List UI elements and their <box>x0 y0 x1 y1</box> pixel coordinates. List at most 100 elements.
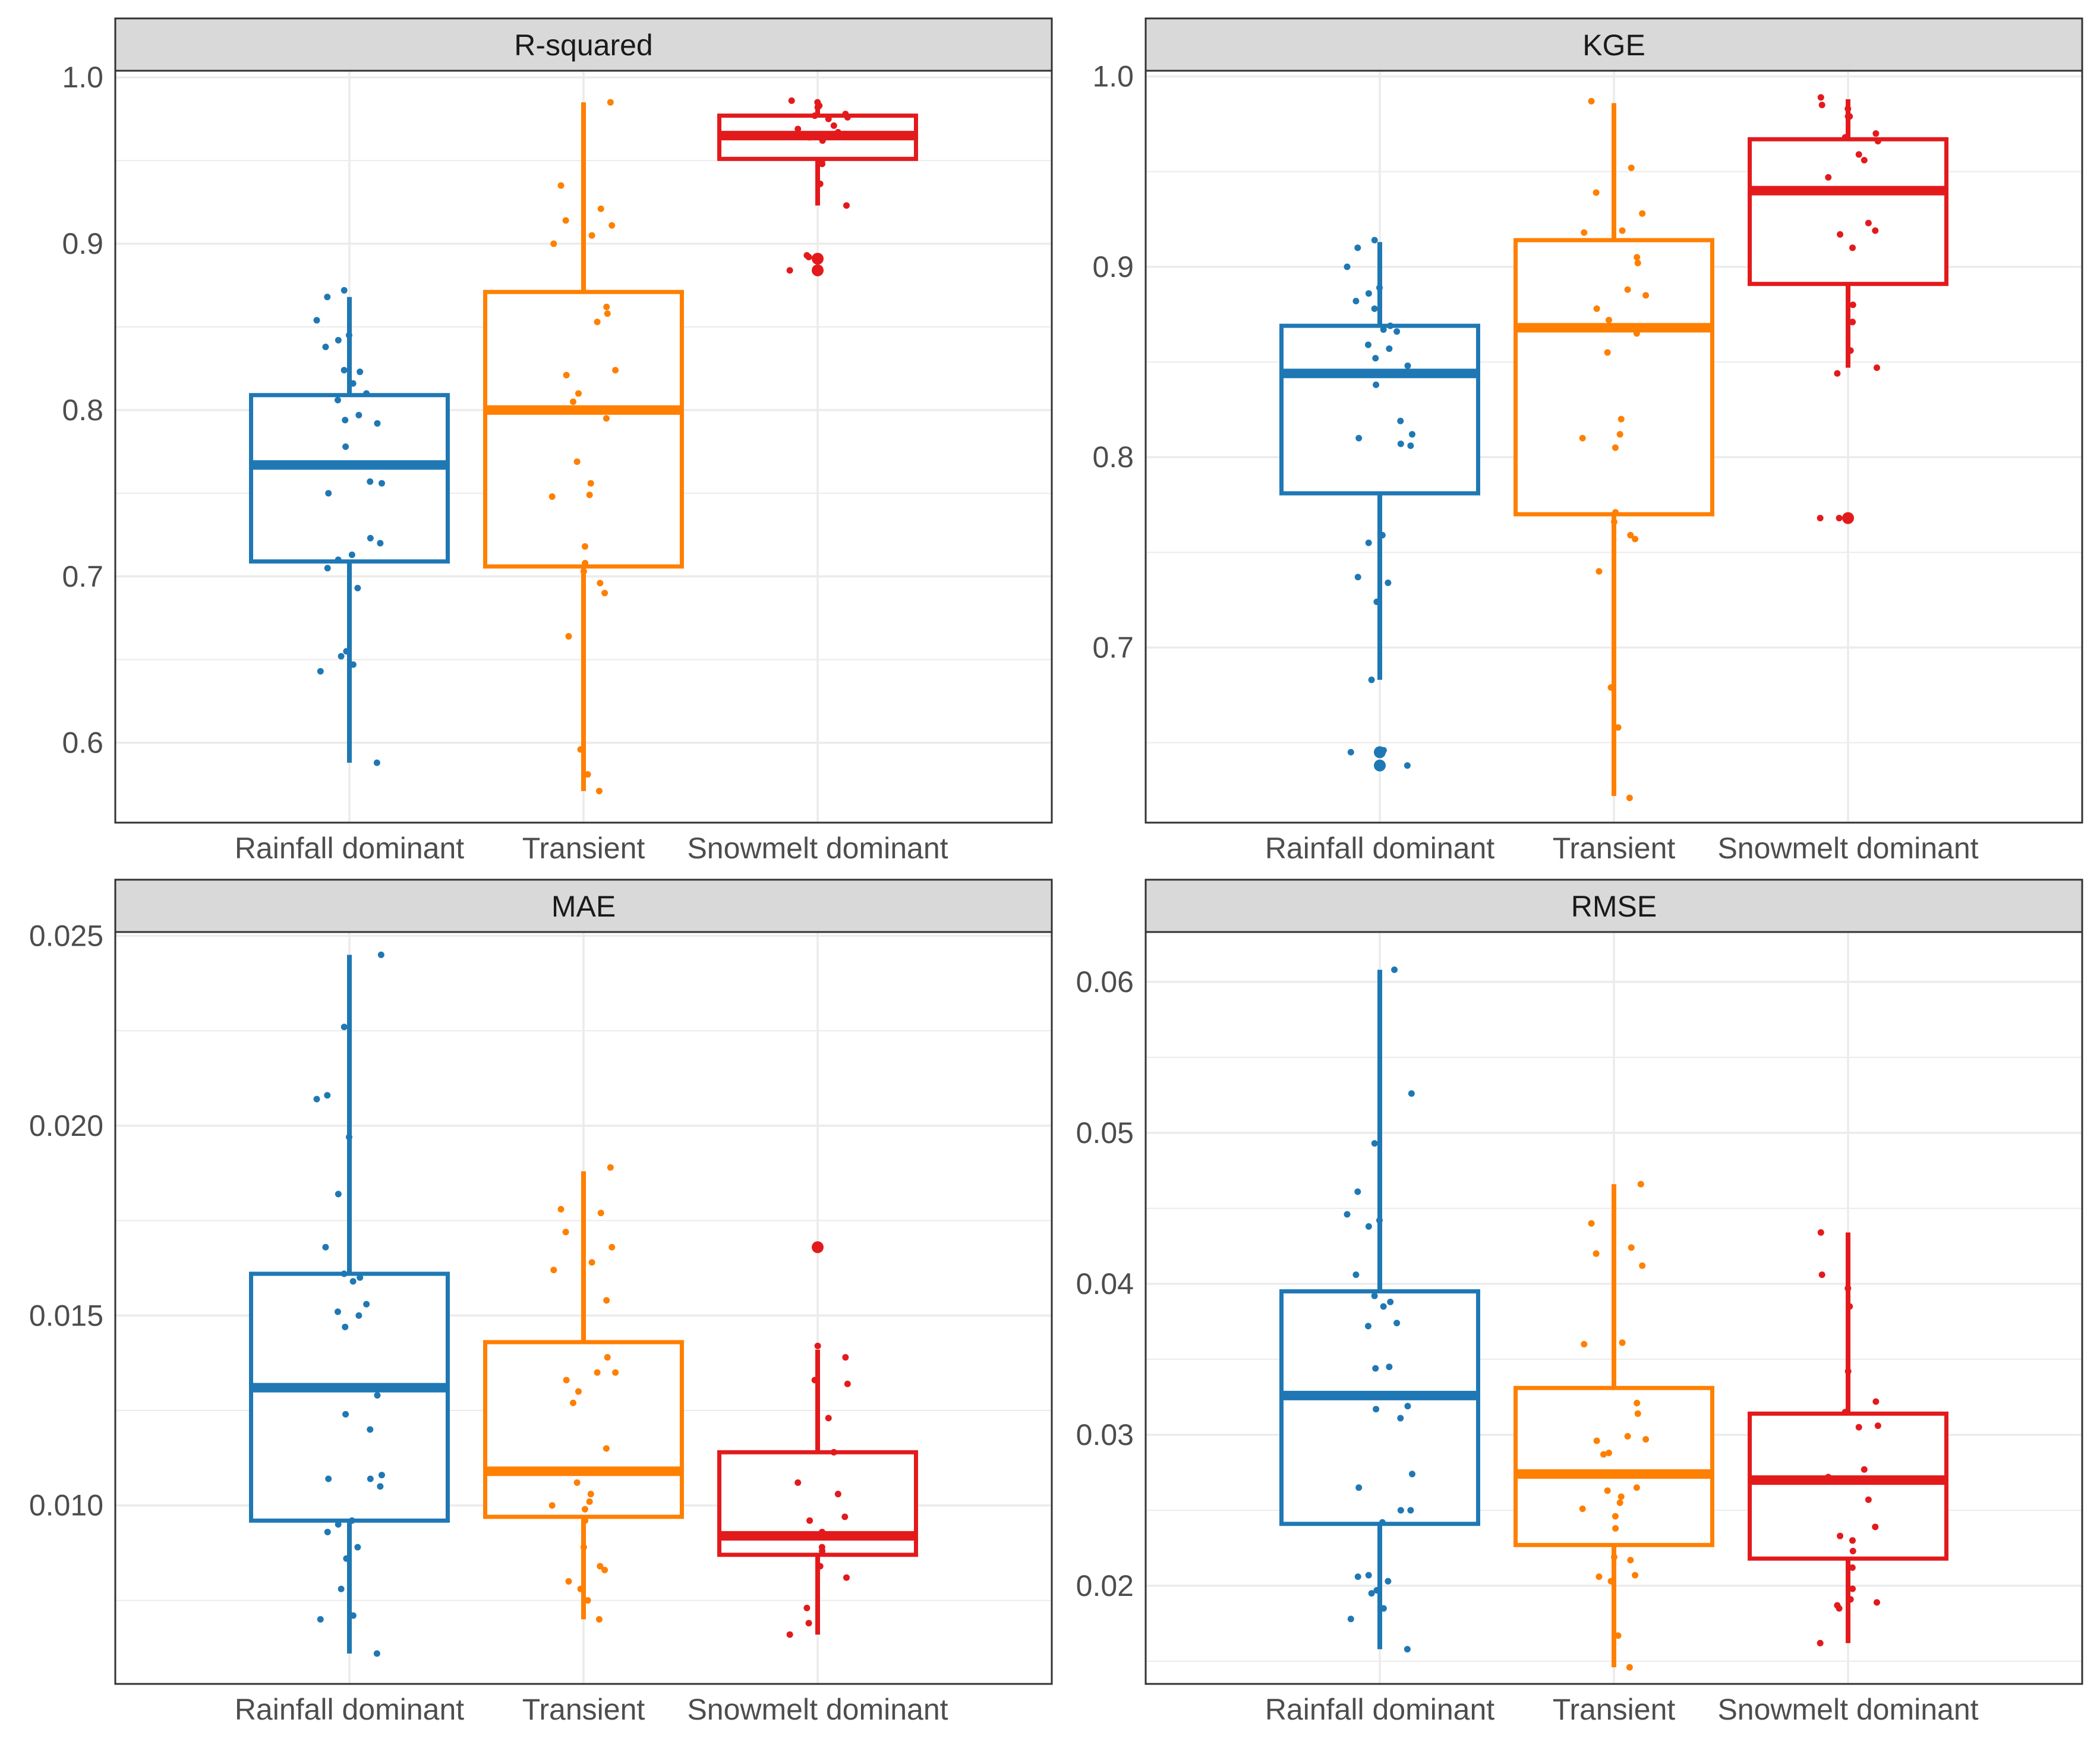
box-iqr <box>1513 238 1714 517</box>
y-tick-label: 0.8 <box>1092 440 1134 474</box>
data-point <box>580 1544 587 1551</box>
data-point <box>1387 322 1394 329</box>
x-tick-label: Snowmelt dominant <box>687 832 948 865</box>
data-point <box>1393 1320 1401 1327</box>
data-point <box>588 232 595 239</box>
data-point <box>1612 1513 1619 1520</box>
data-point <box>1834 1602 1841 1609</box>
box-group-transient <box>1513 1180 1714 1671</box>
data-point <box>340 367 348 374</box>
data-point <box>562 1229 569 1236</box>
data-point <box>816 180 824 187</box>
data-point <box>1604 1487 1611 1494</box>
data-point <box>584 1597 591 1604</box>
data-point <box>548 1502 556 1509</box>
data-point <box>313 317 320 324</box>
box-iqr <box>249 393 450 564</box>
data-point <box>569 1399 576 1406</box>
data-point <box>594 1369 601 1376</box>
data-point <box>355 411 362 418</box>
data-point <box>325 490 332 497</box>
data-point <box>335 336 342 344</box>
y-tick-label: 1.0 <box>62 61 103 94</box>
data-point <box>1607 684 1615 691</box>
data-point <box>1872 1523 1879 1531</box>
data-point <box>355 1312 362 1319</box>
data-point <box>1344 263 1351 270</box>
data-point <box>811 1377 818 1384</box>
data-point <box>1364 1323 1371 1330</box>
y-axis: 0.7 0.8 0.9 1.0 <box>1092 60 1134 665</box>
box-iqr <box>1513 1386 1714 1547</box>
box-group-snowmelt-dominant <box>717 1241 918 1638</box>
data-point <box>1619 227 1626 234</box>
box-group-rainfall-dominant <box>1279 966 1480 1653</box>
data-point <box>1865 219 1872 226</box>
data-point <box>378 480 385 487</box>
data-point <box>1637 1180 1644 1188</box>
data-point <box>1628 164 1635 171</box>
data-point <box>349 1612 357 1619</box>
data-point <box>587 1491 594 1498</box>
data-point <box>1634 259 1641 266</box>
panel-rmse: RMSE 0.02 0.03 0.04 0.05 0.06 Rainfall d… <box>1076 879 2083 1726</box>
data-point <box>338 1585 345 1592</box>
data-point <box>1373 1587 1380 1594</box>
data-point <box>1634 1400 1641 1407</box>
data-point <box>367 1475 374 1482</box>
box-iqr <box>1279 1289 1480 1526</box>
data-point <box>357 1274 364 1281</box>
data-point <box>1371 1140 1378 1147</box>
data-point <box>601 590 608 597</box>
data-point <box>374 1391 381 1399</box>
y-tick-label: 0.6 <box>62 726 103 760</box>
data-point <box>1593 189 1600 196</box>
data-point <box>1861 157 1868 164</box>
data-point <box>803 1604 811 1611</box>
y-tick-label: 0.025 <box>29 919 103 952</box>
data-point <box>1593 1437 1600 1444</box>
data-point <box>1408 431 1415 438</box>
data-point <box>1347 749 1354 756</box>
data-point <box>1354 1188 1361 1195</box>
box-group-rainfall-dominant <box>249 951 450 1657</box>
data-point <box>1376 1217 1383 1224</box>
x-axis: Rainfall dominant Transient Snowmelt dom… <box>235 832 948 865</box>
data-point <box>1642 1435 1650 1443</box>
data-point <box>1627 1557 1634 1564</box>
data-point <box>1365 290 1372 297</box>
data-point <box>1371 237 1378 244</box>
data-point <box>607 99 614 106</box>
boxplot-marks <box>1279 94 1948 801</box>
data-point <box>348 551 355 558</box>
data-point <box>563 1377 570 1384</box>
panel-strip <box>1144 17 2083 72</box>
data-point <box>1615 724 1622 731</box>
boxplot-marks <box>1279 966 1948 1671</box>
data-point <box>1372 1365 1379 1372</box>
data-point <box>342 1323 349 1330</box>
data-point <box>819 1528 826 1535</box>
data-point <box>1596 568 1603 575</box>
data-point <box>1834 370 1841 377</box>
data-point <box>806 134 813 141</box>
data-point <box>1817 515 1824 522</box>
data-point <box>324 565 331 572</box>
x-tick-label: Rainfall dominant <box>235 1693 464 1726</box>
x-tick-label: Transient <box>522 1693 645 1726</box>
data-point <box>1818 1271 1825 1279</box>
y-tick-label: 0.8 <box>62 393 103 427</box>
data-point <box>1404 1403 1411 1410</box>
data-point <box>584 771 591 778</box>
data-point <box>603 303 610 310</box>
boxplot-marks <box>249 951 918 1657</box>
data-point <box>334 1308 341 1315</box>
x-tick-label: Rainfall dominant <box>1265 1693 1494 1726</box>
panel-kge: KGE 0.7 0.8 0.9 1.0 Rainfall dominant Tr… <box>1092 17 2083 865</box>
data-point <box>1380 1605 1387 1612</box>
data-point <box>841 130 849 137</box>
data-point <box>1365 1572 1372 1579</box>
data-point <box>1368 676 1375 684</box>
panel-strip <box>114 879 1053 933</box>
data-point <box>577 746 584 753</box>
